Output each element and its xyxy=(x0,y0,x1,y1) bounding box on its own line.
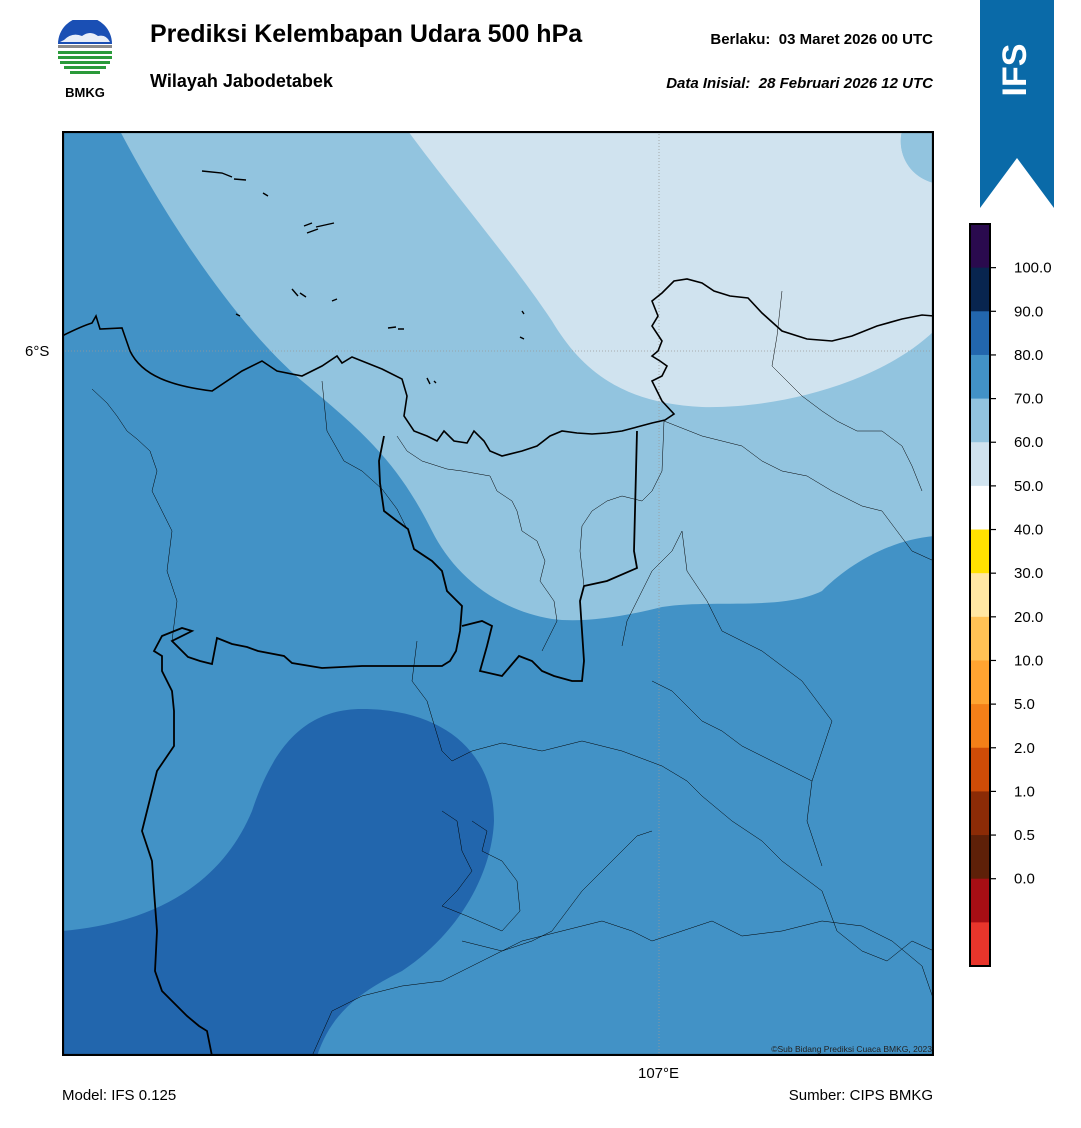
humidity-zone-80-90 xyxy=(62,709,494,1056)
map-credit: ©Sub Bidang Prediksi Cuaca BMKG, 2023 xyxy=(771,1044,932,1054)
colorbar-segment xyxy=(970,922,990,967)
init-value: 28 Februari 2026 12 UTC xyxy=(758,75,933,92)
colorbar-label: 5.0 xyxy=(1014,696,1035,713)
colorbar-label: 0.0 xyxy=(1014,871,1035,888)
colorbar-label: 40.0 xyxy=(1014,522,1043,539)
colorbar-label: 30.0 xyxy=(1014,565,1043,582)
colorbar-label: 70.0 xyxy=(1014,391,1043,408)
colorbar-label: 0.5 xyxy=(1014,827,1035,844)
colorbar-segment xyxy=(970,573,990,618)
colorbar-label: 2.0 xyxy=(1014,740,1035,757)
colorbar-segment xyxy=(970,616,990,661)
ifs-label: IFS xyxy=(996,44,1034,97)
colorbar-segment xyxy=(970,442,990,487)
colorbar-label: 10.0 xyxy=(1014,652,1043,669)
region-subtitle: Wilayah Jabodetabek xyxy=(150,71,333,91)
lon-label: 107°E xyxy=(638,1065,680,1082)
map-frame xyxy=(62,131,934,1056)
district-borders xyxy=(91,290,934,1056)
colorbar-segment xyxy=(970,704,990,749)
logo-text: BMKG xyxy=(65,85,105,100)
colorbar-label: 80.0 xyxy=(1014,347,1043,364)
page-title: Prediksi Kelembapan Udara 500 hPa xyxy=(150,20,583,48)
province-border xyxy=(141,430,639,1056)
colorbar-segment xyxy=(970,529,990,574)
colorbar-frame xyxy=(969,223,991,967)
bmkg-logo-icon xyxy=(58,20,112,74)
model-label: Model: IFS 0.125 xyxy=(62,1087,177,1104)
colorbar-segment xyxy=(970,224,990,269)
humidity-map: ©Sub Bidang Prediksi Cuaca BMKG, 2023 xyxy=(62,131,934,1056)
valid-label: Berlaku: xyxy=(710,31,771,48)
valid-value: 03 Maret 2026 00 UTC xyxy=(778,31,933,48)
colorbar-segment xyxy=(970,791,990,836)
colorbar-label: 90.0 xyxy=(1014,303,1043,320)
colorbar-segment xyxy=(970,485,990,531)
source-label: Sumber: CIPS BMKG xyxy=(788,1087,933,1104)
colorbar-label: 20.0 xyxy=(1014,609,1043,626)
colorbar-label: 60.0 xyxy=(1014,434,1043,451)
colorbar-segment xyxy=(970,747,990,792)
ifs-banner xyxy=(980,0,1054,208)
colorbar-segment xyxy=(970,878,990,923)
humidity-colorbar: 100.0 90.0 80.0 70.0 60.0 50.0 40.0 30.0 20.0 10.… xyxy=(969,223,1052,967)
colorbar-segment xyxy=(970,835,990,880)
colorbar-segment xyxy=(970,398,990,443)
colorbar-label: 50.0 xyxy=(1014,478,1043,495)
colorbar-segment xyxy=(970,354,990,400)
ifs-text: IFS xyxy=(996,44,1034,97)
valid-time: Berlaku: 03 Maret 2026 00 UTC xyxy=(710,31,933,48)
init-time: Data Inisial: 28 Februari 2026 12 UTC xyxy=(666,75,933,92)
colorbar-segment xyxy=(970,311,990,356)
colorbar-label: 1.0 xyxy=(1014,783,1035,800)
lat-label: 6°S xyxy=(25,343,50,360)
coastline xyxy=(62,278,934,457)
colorbar-segment xyxy=(970,660,990,705)
colorbar-label: 100.0 xyxy=(1014,260,1052,277)
init-label: Data Inisial: xyxy=(666,75,751,92)
colorbar-segment xyxy=(970,267,990,312)
